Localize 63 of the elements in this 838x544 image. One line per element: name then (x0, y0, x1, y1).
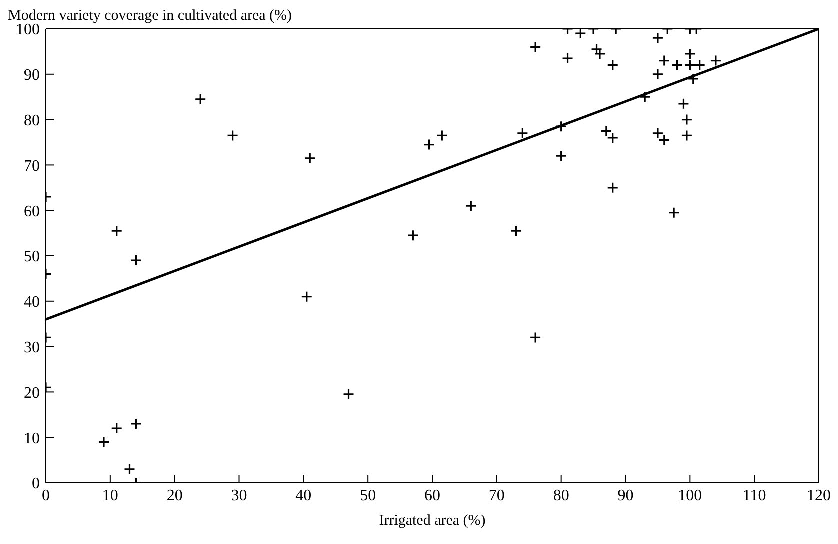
point (516, 128, 528, 140)
point (124, 464, 136, 476)
point (668, 207, 680, 219)
point (681, 114, 693, 126)
x-tick-label: 30 (231, 487, 248, 504)
point (574, 29, 586, 40)
point (684, 60, 696, 72)
x-axis-title: Irrigated area (%) (378, 513, 487, 530)
point (678, 98, 690, 110)
y-tick-label: 50 (24, 248, 40, 266)
y-tick-label: 80 (24, 112, 40, 130)
x-tick-label: 90 (618, 487, 634, 504)
point (510, 225, 522, 237)
point (530, 332, 542, 344)
point (556, 150, 568, 162)
x-tick-label: 100 (678, 487, 702, 504)
point (342, 388, 355, 400)
x-tick-label: 110 (742, 487, 766, 504)
point (407, 230, 419, 242)
y-tick-label: 40 (24, 294, 40, 312)
point (130, 254, 142, 266)
x-tick-label: 70 (488, 487, 505, 504)
point (130, 418, 142, 430)
point (111, 225, 123, 237)
x-tick-label: 50 (360, 487, 376, 504)
point (423, 138, 436, 151)
point (194, 94, 206, 106)
y-tick-label: 30 (24, 339, 40, 356)
point (111, 422, 123, 434)
y-tick-label: 70 (24, 158, 40, 175)
x-tick-label: 60 (424, 487, 440, 504)
point (607, 60, 619, 72)
y-tick-label: 100 (16, 22, 40, 39)
point (607, 182, 619, 194)
point (684, 48, 696, 60)
point (98, 436, 110, 448)
point (671, 60, 684, 72)
point (562, 52, 574, 64)
point (658, 54, 670, 67)
point (227, 130, 239, 142)
y-tick-label: 0 (32, 476, 40, 493)
point (639, 91, 651, 103)
y-tick-label: 10 (24, 430, 40, 448)
x-tick-label: 80 (553, 487, 570, 504)
point (465, 200, 477, 212)
point (301, 291, 313, 303)
point (530, 41, 542, 53)
point (652, 32, 664, 44)
point (436, 130, 448, 142)
y-tick-label: 20 (24, 384, 40, 402)
y-tick-label: 90 (24, 67, 40, 84)
point (710, 54, 722, 67)
x-tick-label: 20 (166, 487, 183, 504)
point (556, 120, 568, 132)
x-tick-label: 40 (296, 487, 312, 504)
x-tick-label: 10 (102, 487, 118, 504)
point (694, 60, 706, 72)
y-axis-title: Modern variety coverage in cultivated area (%) (8, 8, 292, 24)
point (652, 68, 664, 80)
point (688, 73, 700, 85)
point (681, 130, 693, 142)
point (304, 152, 316, 164)
y-tick-label: 60 (24, 203, 40, 220)
